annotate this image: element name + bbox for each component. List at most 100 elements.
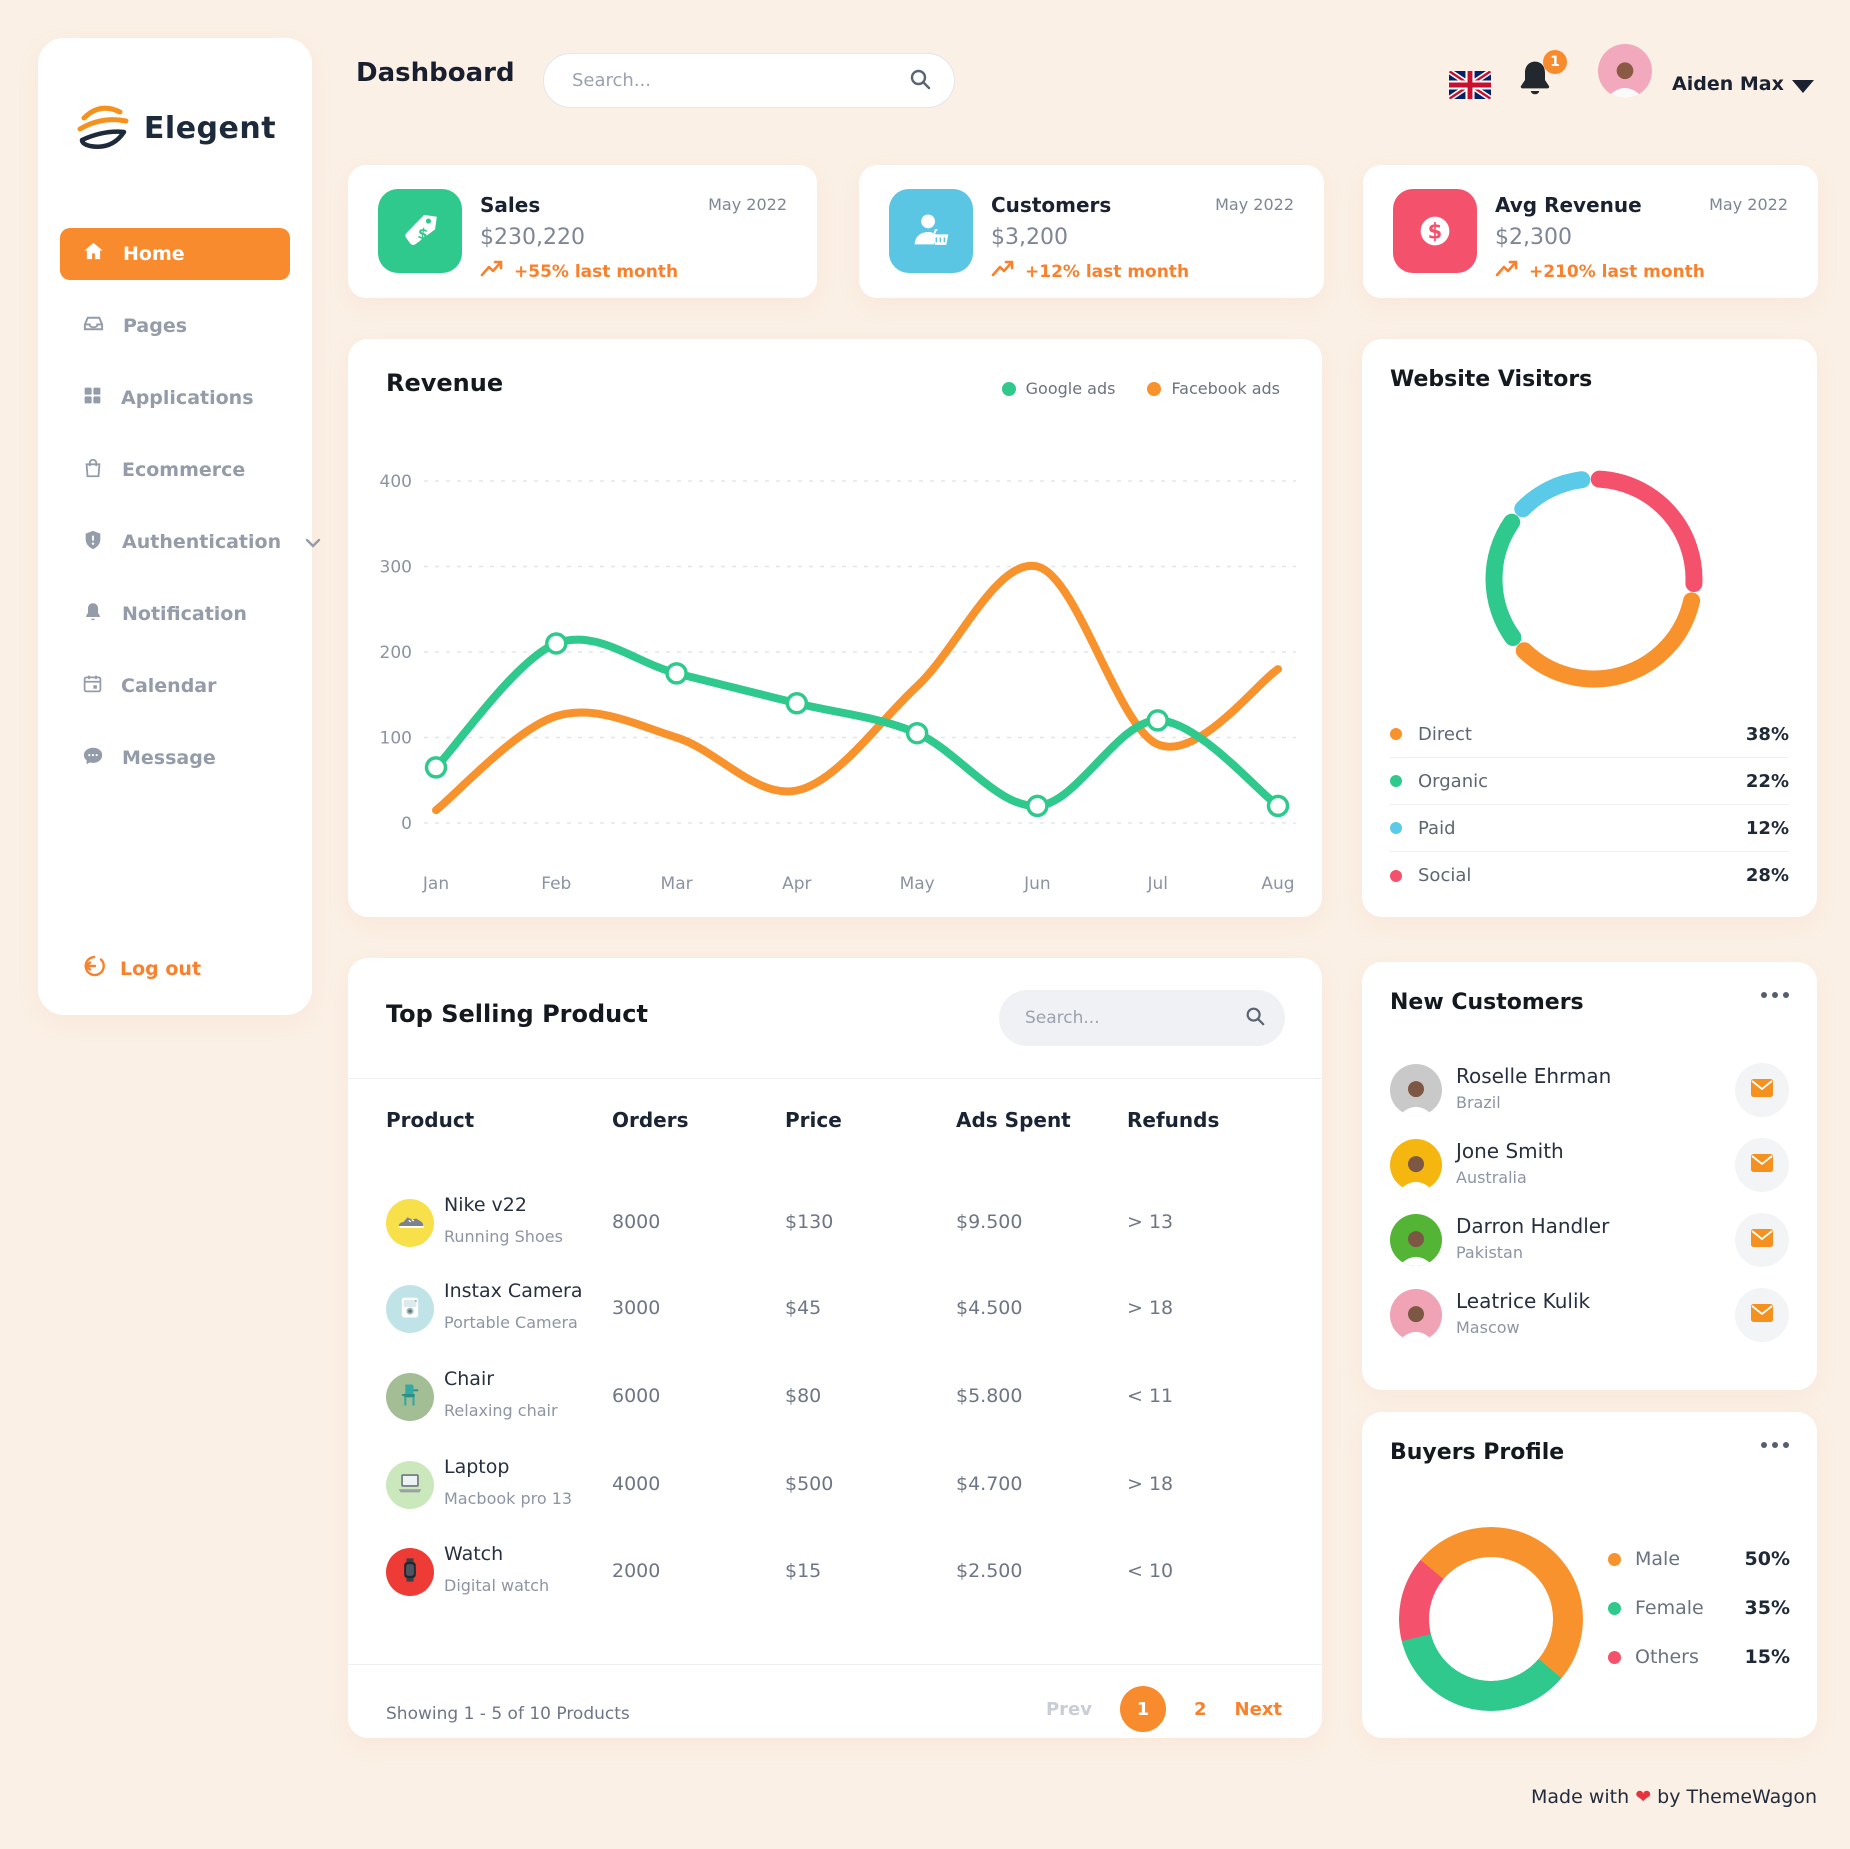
sidebar-item-calendar[interactable]: Calendar [60,660,290,712]
stat-period: May 2022 [1709,195,1788,214]
website-visitors-donut-chart [1485,470,1703,688]
product-thumb [386,1373,434,1421]
legend-label: Google ads [1025,379,1116,398]
send-mail-button[interactable] [1735,1063,1789,1117]
pagination-prev[interactable]: Prev [1045,1698,1092,1720]
trend-up-icon [1495,259,1519,284]
pagination-page-2[interactable]: 2 [1193,1698,1207,1720]
user-name[interactable]: Aiden Max [1672,73,1784,95]
table-footer-divider [348,1664,1322,1665]
logout-icon [82,954,106,983]
product-name: Watch [444,1543,504,1565]
table-row[interactable]: Chair Relaxing chair 6000 $80 $5.800 < 11 [348,1363,1322,1433]
send-mail-button[interactable] [1735,1288,1789,1342]
website-visitors-legend: Direct 38% Organic 22% Paid 12% Social 28% [1390,711,1789,899]
dollar-icon: $ [1393,189,1477,273]
language-flag-icon[interactable] [1449,71,1491,99]
camera-icon [396,1293,424,1325]
legend-dot-icon [1608,1650,1621,1664]
legend-item-facebook-ads: Facebook ads [1147,379,1280,398]
svg-text:400: 400 [380,472,412,492]
table-row[interactable]: Laptop Macbook pro 13 4000 $500 $4.700 > 18 [348,1451,1322,1521]
sidebar-item-pages[interactable]: Pages [60,300,290,352]
table-row[interactable]: Nike v22 Running Shoes 8000 $130 $9.500 > 13 [348,1189,1322,1259]
trend-up-icon [991,259,1015,284]
logout-button[interactable]: Log out [82,954,201,983]
pagination: Prev 1 2 Next [1046,1686,1282,1732]
stat-title: Sales [480,193,541,217]
sidebar-item-ecommerce[interactable]: Ecommerce [60,444,290,496]
product-subtitle: Running Shoes [444,1227,563,1246]
visitors-legend-row-direct: Direct 38% [1390,711,1789,758]
pagination-page-1[interactable]: 1 [1119,1686,1166,1732]
customer-country: Australia [1456,1168,1527,1187]
stat-value: $2,300 [1495,225,1572,250]
customer-row: Leatrice Kulik Mascow [1390,1287,1789,1345]
cell-price: $15 [785,1560,822,1582]
legend-dot-icon [1390,728,1402,740]
pagination-next[interactable]: Next [1234,1698,1283,1720]
cell-orders: 6000 [612,1385,661,1407]
column-header-ads-spent: Ads Spent [956,1108,1071,1132]
buyers-profile-card: Buyers Profile Male 50% Female 35% Others 15% [1362,1412,1817,1738]
sidebar-item-authentication[interactable]: Authentication [60,516,321,568]
product-subtitle: Portable Camera [444,1313,578,1332]
stat-card-customers: Customers $3,200 +12% last month May 2022 [859,165,1324,298]
table-row[interactable]: Instax Camera Portable Camera 3000 $45 $4.50… [348,1275,1322,1345]
cell-ads_spent: $4.700 [956,1473,1023,1495]
send-mail-button[interactable] [1735,1213,1789,1267]
product-subtitle: Relaxing chair [444,1401,558,1420]
sidebar-item-applications[interactable]: Applications [60,372,290,424]
sidebar-item-label: Notification [122,603,247,625]
stat-title: Avg Revenue [1495,193,1642,217]
global-search-input[interactable] [572,70,908,91]
stat-period: May 2022 [708,195,787,214]
sidebar-item-notification[interactable]: Notification [60,588,290,640]
cell-orders: 4000 [612,1473,661,1495]
legend-label: Direct [1418,723,1472,745]
legend-dot-icon [1390,775,1402,787]
legend-label: Female [1635,1597,1704,1619]
new-customers-more-menu-icon[interactable] [1761,992,1789,998]
send-mail-button[interactable] [1735,1138,1789,1192]
table-search-input[interactable] [1025,1008,1244,1028]
stat-value: $230,220 [480,225,585,250]
customer-avatar [1390,1214,1442,1266]
sidebar-item-home[interactable]: Home [60,228,290,280]
global-search [543,53,955,108]
footer-prefix: Made with [1531,1786,1630,1808]
customer-country: Mascow [1456,1318,1520,1337]
table-search-icon[interactable] [1244,1005,1266,1031]
sidebar: Elegent Home Pages Applications Ecommerce Au… [38,38,321,1015]
search-icon[interactable] [908,67,932,95]
stat-title: Customers [991,193,1112,217]
mail-icon [1750,1153,1774,1177]
customer-name: Jone Smith [1456,1139,1564,1163]
brand-name: Elegent [143,110,277,146]
buyers-legend-row-female: Female 35% [1608,1597,1790,1619]
sidebar-item-label: Applications [121,387,254,409]
sidebar-item-label: Message [122,747,216,769]
legend-value: 50% [1744,1548,1790,1570]
revenue-title: Revenue [386,369,504,397]
customer-row: Jone Smith Australia [1390,1137,1789,1195]
cell-orders: 2000 [612,1560,661,1582]
stat-value: $3,200 [991,225,1068,250]
customer-country: Pakistan [1456,1243,1523,1262]
notifications-button[interactable]: 1 [1515,50,1567,108]
svg-text:Aug: Aug [1261,874,1294,894]
user-avatar[interactable] [1598,44,1652,98]
product-name: Laptop [444,1456,510,1478]
user-menu-caret-icon[interactable] [1792,80,1814,93]
donut-segment-direct [1515,592,1701,688]
table-row[interactable]: Watch Digital watch 2000 $15 $2.500 < 10 [348,1538,1322,1608]
cell-ads_spent: $5.800 [956,1385,1023,1407]
stat-trend: +210% last month [1495,259,1705,284]
buyers-profile-more-menu-icon[interactable] [1761,1442,1789,1448]
customer-name: Darron Handler [1456,1214,1610,1238]
visitors-legend-row-social: Social 28% [1390,852,1789,899]
sidebar-item-message[interactable]: Message [60,732,290,784]
svg-text:$: $ [417,225,429,243]
buyers-profile-donut-chart [1399,1527,1583,1711]
customer-name: Roselle Ehrman [1456,1064,1612,1088]
